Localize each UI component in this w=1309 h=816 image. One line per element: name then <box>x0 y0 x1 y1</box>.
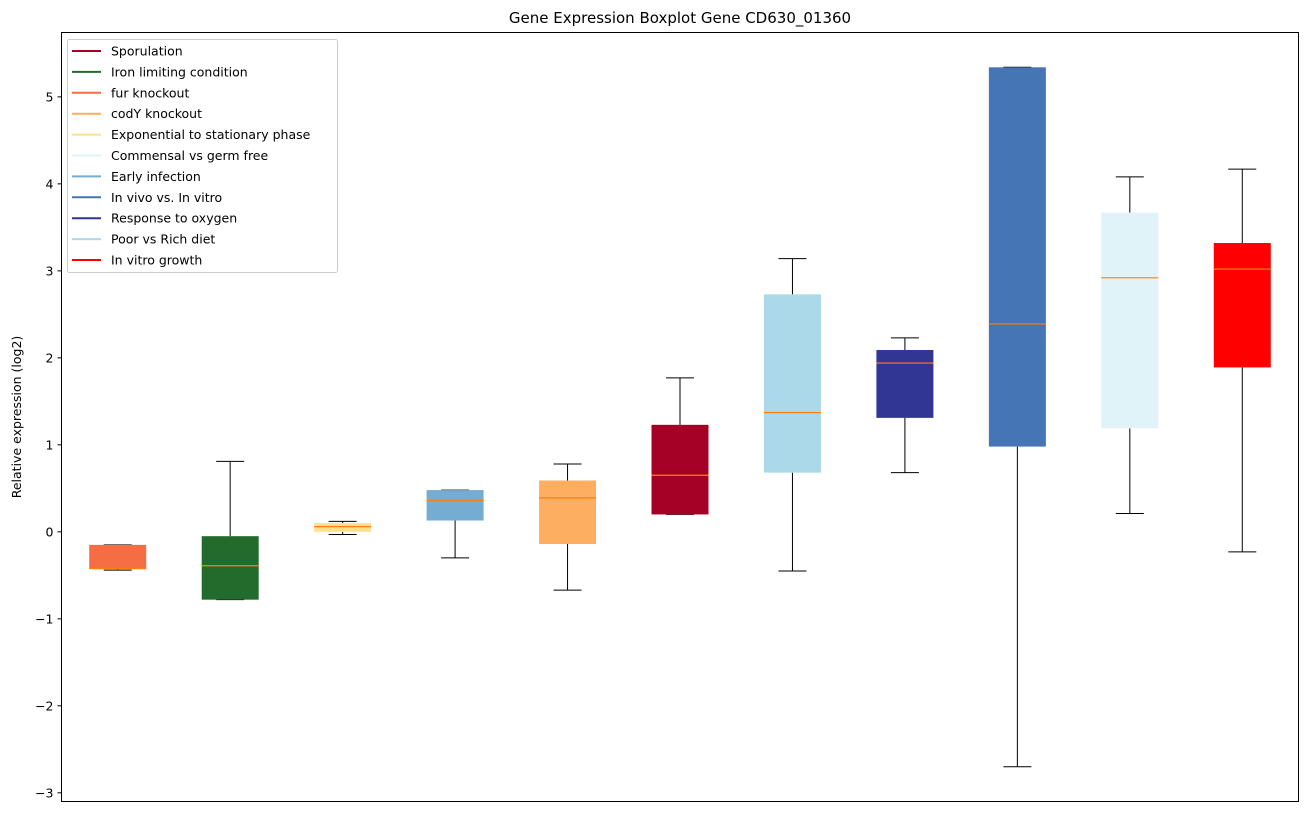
legend-frame <box>67 39 338 273</box>
box-response-to-oxygen <box>876 337 934 474</box>
box-fur-knockout <box>89 544 147 571</box>
legend-label: Exponential to stationary phase <box>111 127 311 142</box>
legend-label: Early infection <box>111 169 201 184</box>
box-body <box>1213 243 1271 368</box>
legend-label: Sporulation <box>111 44 183 59</box>
legend-label: Poor vs Rich diet <box>111 232 215 247</box>
legend: Sporulation Iron limiting condition fur kn… <box>67 39 338 273</box>
plot-frame <box>61 32 1299 802</box>
y-axis-label: Relative expression (log2) <box>9 336 24 499</box>
box-in-vivo-vs-in-vitro <box>988 66 1046 768</box>
y-tick-label: 0 <box>46 524 54 539</box>
y-tick-label: −3 <box>35 785 53 800</box>
box-iron-limiting-condition <box>201 460 259 601</box>
box-body <box>763 294 821 473</box>
y-axis: −3 −2 −1 0 1 2 3 4 5 <box>35 89 62 800</box>
y-tick-label: −2 <box>35 698 53 713</box>
box-poor-vs-rich-diet <box>763 258 821 572</box>
y-tick-label: 3 <box>46 263 54 278</box>
box-early-infection <box>426 489 484 559</box>
legend-label: codY knockout <box>111 106 202 121</box>
box-commensal-vs-germ-free <box>1101 176 1159 515</box>
y-tick-label: 4 <box>46 176 54 191</box>
box-body <box>1101 212 1159 429</box>
legend-label: Response to oxygen <box>111 211 237 226</box>
legend-label: Iron limiting condition <box>111 64 248 79</box>
box-body <box>988 67 1046 447</box>
box-body <box>89 544 147 570</box>
legend-label: fur knockout <box>111 85 189 100</box>
box-body <box>876 350 934 418</box>
boxes <box>89 66 1271 768</box>
box-exponential-to-stationary-phase <box>314 520 372 535</box>
box-in-vitro-growth <box>1213 168 1271 553</box>
y-tick-label: 1 <box>46 437 54 452</box>
box-body <box>426 490 484 521</box>
legend-label: Commensal vs germ free <box>111 148 268 163</box>
legend-label: In vivo vs. In vitro <box>111 190 222 205</box>
y-tick-label: 5 <box>46 89 54 104</box>
y-tick-label: −1 <box>35 611 53 626</box>
box-sporulation <box>651 377 709 515</box>
box-body <box>201 536 259 600</box>
box-body <box>539 480 597 545</box>
y-tick-label: 2 <box>46 350 54 365</box>
chart-title: Gene Expression Boxplot Gene CD630_01360 <box>509 9 851 28</box>
legend-label: In vitro growth <box>111 253 202 268</box>
box-cody-knockout <box>539 463 597 591</box>
box-body <box>314 523 372 532</box>
box-body <box>651 424 709 515</box>
